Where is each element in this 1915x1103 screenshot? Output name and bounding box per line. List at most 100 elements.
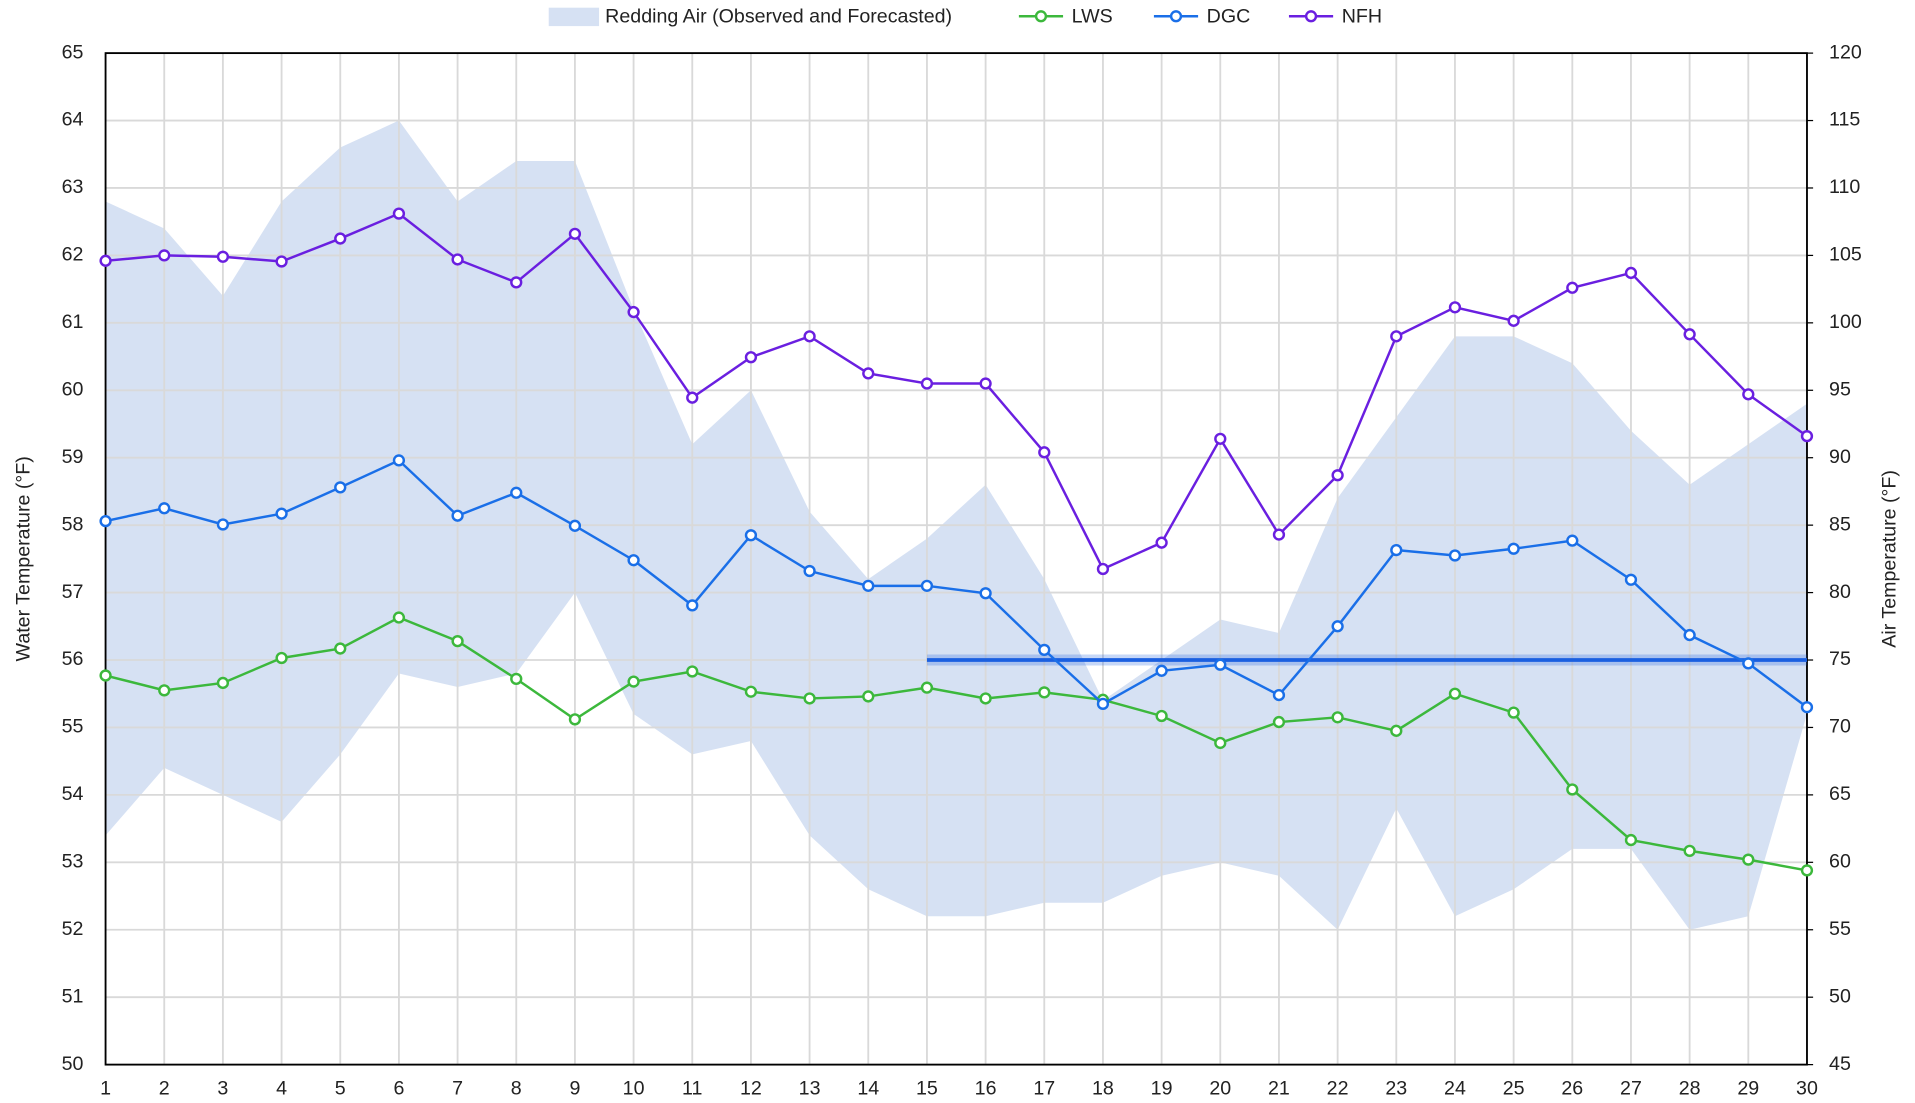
x-tick-label: 5 — [335, 1077, 346, 1099]
y-tick-label: 61 — [62, 311, 84, 333]
x-tick-label: 25 — [1503, 1077, 1525, 1099]
marker — [1683, 328, 1696, 341]
y2-tick-label: 110 — [1829, 176, 1860, 198]
y-tick-label: 53 — [62, 851, 84, 873]
marker — [744, 351, 758, 364]
marker — [1331, 469, 1344, 482]
marker — [920, 579, 934, 592]
marker — [627, 675, 640, 688]
y2-tick-label: 95 — [1829, 378, 1851, 400]
y-tick-label: 52 — [62, 918, 84, 940]
marker — [451, 509, 464, 522]
marker — [451, 253, 464, 266]
marker — [568, 227, 582, 240]
marker — [1742, 388, 1755, 401]
marker — [216, 518, 230, 531]
y-tick-label: 59 — [62, 446, 84, 468]
marker — [1566, 534, 1579, 547]
x-tick-label: 7 — [452, 1077, 463, 1099]
marker — [1390, 543, 1403, 557]
marker — [275, 507, 288, 520]
marker — [1566, 281, 1579, 294]
marker — [99, 254, 112, 267]
marker — [510, 672, 523, 686]
marker — [334, 642, 347, 655]
y2-tick-label: 85 — [1829, 513, 1851, 535]
marker — [1155, 709, 1168, 723]
y2-tick-label: 80 — [1829, 581, 1851, 603]
y-tick-label: 58 — [62, 513, 84, 535]
x-tick-label: 22 — [1327, 1077, 1349, 1099]
x-tick-label: 2 — [159, 1077, 170, 1099]
marker — [1683, 628, 1696, 642]
y-tick-label: 64 — [62, 109, 84, 131]
y2-tick-label: 70 — [1829, 716, 1851, 738]
x-tick-label: 8 — [511, 1077, 522, 1099]
x-tick-label: 10 — [623, 1077, 645, 1099]
marker — [1624, 833, 1638, 847]
marker — [1800, 429, 1814, 443]
x-tick-label: 30 — [1796, 1077, 1818, 1099]
marker — [1507, 706, 1520, 719]
marker — [1624, 266, 1638, 280]
marker — [334, 481, 347, 494]
marker — [1214, 432, 1227, 445]
marker — [1448, 301, 1462, 314]
marker — [275, 651, 288, 665]
marker — [1507, 542, 1520, 555]
marker — [510, 276, 523, 289]
legend-marker — [1304, 10, 1318, 23]
legend-marker — [1034, 10, 1048, 23]
x-tick-label: 1 — [100, 1077, 111, 1099]
marker — [510, 486, 523, 499]
marker — [1096, 562, 1110, 576]
marker — [862, 579, 875, 592]
x-tick-label: 4 — [276, 1077, 287, 1099]
marker — [1448, 549, 1462, 562]
marker — [1566, 783, 1579, 796]
x-tick-label: 18 — [1092, 1077, 1114, 1099]
y-tick-label: 54 — [62, 783, 84, 805]
marker — [686, 599, 699, 612]
x-tick-label: 29 — [1737, 1077, 1759, 1099]
marker — [1390, 330, 1403, 343]
series-line — [105, 616, 1808, 872]
marker — [1800, 864, 1814, 877]
marker — [803, 330, 816, 343]
y2-tick-label: 100 — [1829, 311, 1862, 333]
marker — [1800, 701, 1814, 714]
y-tick-label: 62 — [62, 244, 84, 266]
marker — [1155, 664, 1168, 677]
marker — [627, 554, 640, 567]
marker — [1272, 688, 1286, 702]
x-tick-label: 11 — [682, 1077, 702, 1099]
marker — [1038, 686, 1051, 699]
marker — [627, 305, 640, 319]
marker — [1214, 658, 1227, 671]
x-tick-label: 21 — [1268, 1077, 1290, 1099]
x-tick-label: 28 — [1679, 1077, 1701, 1099]
marker — [686, 665, 699, 678]
marker — [686, 391, 699, 404]
x-tick-label: 9 — [569, 1077, 580, 1099]
x-tick-label: 16 — [975, 1077, 997, 1099]
series-line — [105, 458, 1808, 709]
marker — [1331, 620, 1344, 633]
y-tick-label: 51 — [62, 985, 84, 1007]
series-line — [105, 212, 1808, 571]
y2-tick-label: 90 — [1829, 446, 1851, 468]
marker — [1683, 844, 1696, 857]
marker — [392, 207, 406, 220]
marker — [803, 564, 816, 578]
legend-label: NFH — [1342, 6, 1382, 28]
marker — [1038, 446, 1051, 459]
marker — [1096, 697, 1110, 710]
y2-tick-label: 65 — [1829, 783, 1851, 805]
x-tick-label: 20 — [1209, 1077, 1231, 1099]
y2-tick-label: 75 — [1829, 648, 1851, 670]
plot-frame — [104, 52, 1808, 1066]
legend-label: LWS — [1072, 6, 1113, 28]
marker — [803, 692, 816, 705]
marker — [99, 514, 112, 528]
x-tick-label: 26 — [1561, 1077, 1583, 1099]
